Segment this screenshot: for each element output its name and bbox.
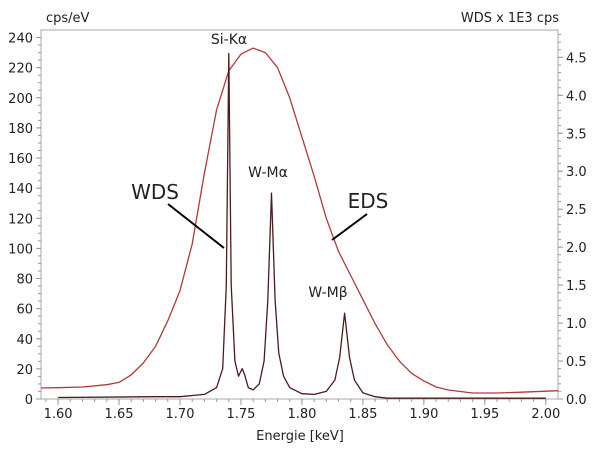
- y-right-tick-label: 3.0: [566, 165, 587, 180]
- annotation-w-mb: W-Mβ: [308, 285, 347, 301]
- y-left-tick-label: 220: [8, 62, 33, 77]
- y-left-tick-label: 60: [16, 303, 33, 318]
- x-tick-label: 1.85: [348, 407, 377, 422]
- y-left-tick-label: 160: [8, 152, 33, 167]
- axis-ticks: 1.60 1.65 1.70 1.75 1.80 1.85 1.90 1.95 2.00 0 20 4…: [8, 32, 587, 422]
- y-right-tick-label: 1.0: [566, 317, 587, 332]
- series-group: [40, 47, 559, 399]
- y-left-tick-label: 40: [16, 333, 33, 348]
- y-left-tick-label: 100: [8, 242, 33, 257]
- y-right-tick-label: 2.0: [566, 241, 587, 256]
- x-tick-label: 1.75: [226, 407, 255, 422]
- x-tick-label: 1.80: [287, 407, 316, 422]
- x-tick-label: 2.00: [531, 407, 560, 422]
- y-right-tick-label: 2.5: [566, 203, 587, 218]
- x-tick-label: 1.70: [166, 407, 195, 422]
- y-right-tick-label: 4.5: [566, 51, 587, 66]
- series-eds-line: [40, 47, 559, 394]
- y-left-tick-label: 140: [8, 182, 33, 197]
- annotation-w-ma: W-Mα: [248, 165, 288, 181]
- y-left-tick-label: 200: [8, 92, 33, 107]
- x-axis-title: Energie [keV]: [256, 429, 344, 444]
- x-tick-label: 1.60: [44, 407, 73, 422]
- y-left-tick-label: 120: [8, 212, 33, 227]
- x-tick-label: 1.65: [105, 407, 134, 422]
- y-left-tick-label: 180: [8, 122, 33, 137]
- y-left-axis-title: cps/eV: [46, 11, 90, 26]
- y-left-tick-label: 0: [25, 393, 33, 408]
- y-right-tick-label: 1.5: [566, 279, 587, 294]
- y-right-tick-label: 4.0: [566, 89, 587, 104]
- y-right-tick-label: 3.5: [566, 127, 587, 142]
- eds-leader-line: [331, 213, 368, 241]
- y-right-tick-label: 0.0: [566, 393, 587, 408]
- annotation-eds: EDS: [348, 189, 389, 213]
- y-right-axis-title: WDS x 1E3 cps: [461, 11, 559, 26]
- series-wds-line: [58, 52, 546, 399]
- x-tick-label: 1.90: [409, 407, 438, 422]
- y-right-tick-label: 0.5: [566, 355, 587, 370]
- x-tick-label: 1.95: [470, 407, 499, 422]
- annotation-wds: WDS: [131, 180, 179, 204]
- annotation-si-ka: Si-Kα: [211, 32, 247, 48]
- wds-leader-line: [167, 203, 225, 249]
- y-left-tick-label: 240: [8, 32, 33, 47]
- y-left-tick-label: 20: [16, 363, 33, 378]
- plot-frame: [40, 29, 559, 400]
- y-left-tick-label: 80: [16, 273, 33, 288]
